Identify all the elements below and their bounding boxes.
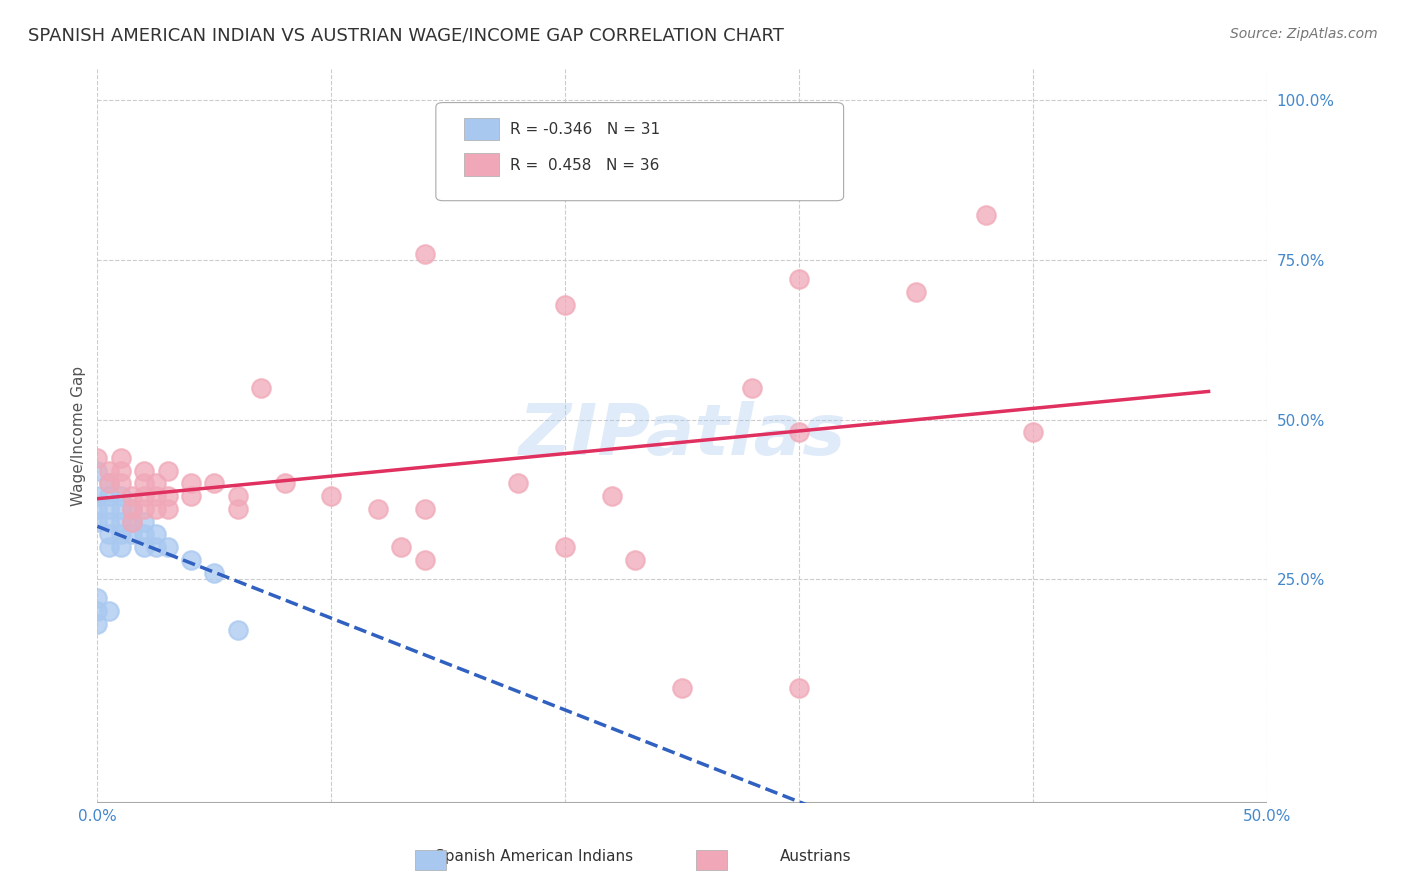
Point [391, 540, 413, 554]
Text: Source: ZipAtlas.com: Source: ZipAtlas.com [1230, 27, 1378, 41]
Point [226, 502, 249, 516]
Point [86, 464, 108, 478]
Point [134, 527, 156, 541]
Point [110, 502, 132, 516]
Text: Austrians: Austrians [780, 849, 851, 863]
Point [180, 476, 202, 491]
Point [413, 246, 436, 260]
Text: R = -0.346   N = 31: R = -0.346 N = 31 [510, 122, 661, 136]
Point [202, 476, 225, 491]
Text: SPANISH AMERICAN INDIAN VS AUSTRIAN WAGE/INCOME GAP CORRELATION CHART: SPANISH AMERICAN INDIAN VS AUSTRIAN WAGE… [28, 27, 785, 45]
Point [98, 515, 121, 529]
Point [273, 476, 295, 491]
Text: R =  0.458   N = 36: R = 0.458 N = 36 [510, 158, 659, 172]
Point [976, 208, 998, 222]
Y-axis label: Wage/Income Gap: Wage/Income Gap [72, 366, 86, 506]
Point [367, 502, 389, 516]
Point [134, 489, 156, 503]
Point [134, 502, 156, 516]
Text: 50.0%: 50.0% [1243, 809, 1291, 824]
Point [600, 489, 623, 503]
Point [98, 540, 121, 554]
Point [202, 566, 225, 580]
Point [145, 489, 167, 503]
Point [86, 616, 108, 631]
Point [98, 464, 121, 478]
Text: ZIPatlas: ZIPatlas [519, 401, 846, 470]
Point [321, 489, 343, 503]
Point [98, 476, 121, 491]
Point [110, 476, 132, 491]
Text: 0.0%: 0.0% [77, 809, 117, 824]
Point [145, 527, 167, 541]
Point [624, 553, 647, 567]
Point [110, 464, 132, 478]
Point [98, 502, 121, 516]
Point [226, 623, 249, 637]
Point [121, 515, 143, 529]
Point [110, 515, 132, 529]
Point [250, 381, 273, 395]
Point [110, 527, 132, 541]
Point [134, 540, 156, 554]
Point [110, 489, 132, 503]
Point [86, 502, 108, 516]
Point [98, 604, 121, 618]
Text: Spanish American Indians: Spanish American Indians [436, 849, 633, 863]
Point [110, 540, 132, 554]
Point [110, 450, 132, 465]
Point [156, 464, 179, 478]
Point [554, 298, 576, 312]
Point [121, 527, 143, 541]
Point [156, 489, 179, 503]
Point [86, 450, 108, 465]
Point [145, 540, 167, 554]
Point [121, 515, 143, 529]
Point [86, 604, 108, 618]
Point [905, 285, 928, 299]
Point [180, 553, 202, 567]
Point [134, 464, 156, 478]
Point [787, 272, 810, 286]
Point [508, 476, 530, 491]
Point [98, 489, 121, 503]
Point [741, 381, 763, 395]
Point [121, 489, 143, 503]
Point [554, 540, 576, 554]
Point [134, 515, 156, 529]
Point [86, 489, 108, 503]
Point [145, 476, 167, 491]
Point [145, 502, 167, 516]
Point [121, 502, 143, 516]
Point [787, 425, 810, 440]
Point [98, 476, 121, 491]
Point [156, 502, 179, 516]
Point [86, 591, 108, 606]
Point [121, 502, 143, 516]
Point [413, 502, 436, 516]
Point [86, 515, 108, 529]
Point [787, 681, 810, 695]
Point [226, 489, 249, 503]
Point [180, 489, 202, 503]
Point [413, 553, 436, 567]
Point [1022, 425, 1045, 440]
Point [671, 681, 693, 695]
Point [98, 527, 121, 541]
Point [156, 540, 179, 554]
Point [134, 476, 156, 491]
